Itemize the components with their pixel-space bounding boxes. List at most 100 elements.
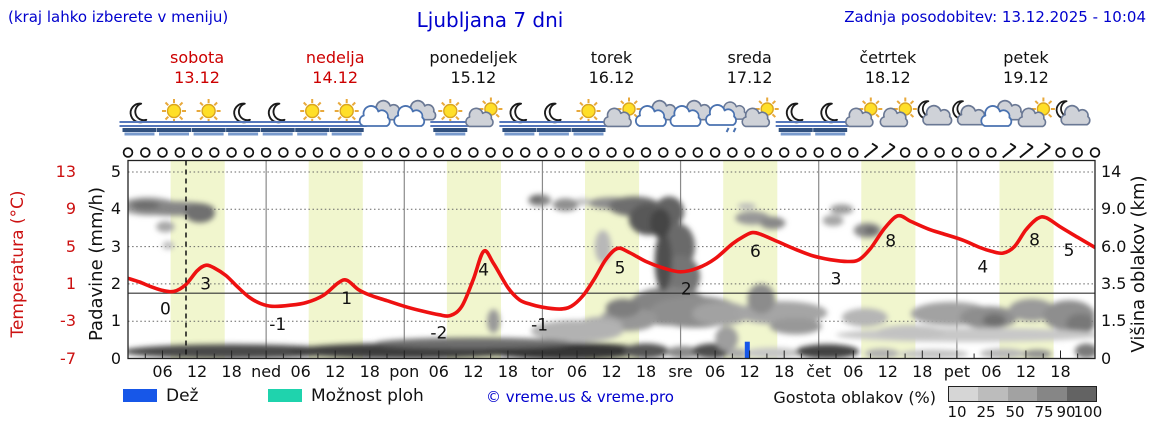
- x-hour-label: 12: [1015, 362, 1037, 381]
- weather-icon-moon-fog: [775, 102, 816, 136]
- weather-icon-sun-cloud: [1017, 97, 1055, 128]
- wind-calm-icon: [433, 147, 445, 158]
- wind-calm-icon: [260, 147, 272, 158]
- wind-calm-icon: [157, 147, 168, 158]
- wind-calm-icon: [934, 147, 945, 158]
- x-day-abbr-label: sre: [668, 362, 693, 381]
- density-gradient-segment: [1007, 387, 1038, 401]
- weather-icon-cloud: [634, 99, 679, 127]
- temperature-line: [128, 213, 1095, 318]
- rain-bar: [744, 341, 750, 359]
- wind-barb-icon: [1019, 142, 1034, 159]
- weather-icon-sun-cloud: [879, 97, 917, 128]
- temp-axis-title: Temperatura (°C): [8, 190, 28, 338]
- daylight-band: [723, 160, 778, 359]
- x-day-abbr-label: čet: [806, 362, 832, 381]
- weather-icon-sun-fog: [430, 99, 471, 136]
- wind-calm-icon: [329, 147, 341, 158]
- cloud-height-tick-label: 1.5: [1101, 311, 1127, 331]
- precip-axis-title: Padavine (mm/h): [86, 187, 107, 341]
- x-hour-label: 12: [601, 362, 622, 381]
- x-hour-label: 18: [221, 362, 242, 381]
- weather-icon-sun-fog: [292, 99, 333, 136]
- wind-calm-icon: [761, 147, 773, 158]
- cloud-height-tick-label: 9.0: [1101, 199, 1127, 219]
- weather-icon-moon-cloud: [952, 100, 987, 126]
- temperature-value-label: 4: [977, 258, 988, 278]
- temp-tick-label: -3: [60, 311, 76, 331]
- wind-calm-icon: [899, 147, 911, 158]
- weather-icon-moon-fog: [223, 102, 264, 136]
- wind-calm-icon: [537, 147, 548, 158]
- temperature-value-label: 5: [1064, 241, 1075, 261]
- wind-barb-icon: [863, 142, 879, 159]
- cloud-density-layer: [128, 194, 1095, 359]
- temp-tick-label: 9: [65, 199, 76, 219]
- wind-calm-icon: [347, 147, 358, 158]
- weather-icon-sun-cloud: [603, 97, 641, 128]
- weather-icon-sun-cloud: [741, 97, 779, 128]
- x-day-abbr-label: pet: [943, 362, 970, 381]
- temp-tick-label: 1: [65, 273, 76, 293]
- wind-calm-icon: [399, 147, 410, 158]
- wind-calm-icon: [709, 147, 721, 158]
- wind-barb-icon: [1002, 142, 1017, 159]
- weather-icon-sun-fog: [188, 99, 229, 136]
- wind-barb-icon: [1036, 142, 1051, 159]
- density-gradient-segment: [949, 387, 979, 401]
- temp-tick-label: 5: [65, 236, 76, 256]
- temperature-value-label: 2: [681, 280, 692, 300]
- temperature-value-label: 1: [341, 289, 352, 309]
- cloud-height-axis-title: Višina oblakov (km): [1128, 175, 1149, 353]
- day-header-name: četrtek: [859, 48, 917, 67]
- wind-calm-icon: [554, 147, 565, 158]
- x-hour-label: 18: [359, 362, 380, 381]
- wind-calm-icon: [1089, 147, 1101, 158]
- wind-calm-icon: [1072, 147, 1083, 158]
- weather-icon-sun-fog: [154, 99, 194, 136]
- density-tick-label: 50: [1005, 403, 1025, 421]
- x-hour-label: 06: [843, 362, 864, 381]
- wind-calm-icon: [278, 147, 289, 158]
- x-hour-label: 12: [325, 362, 346, 381]
- weather-icon-sun-cloud: [465, 97, 503, 128]
- location-menu-hint: (kraj lahko izberete v meniju): [8, 8, 229, 26]
- temperature-value-label: 3: [200, 274, 211, 294]
- weather-icon-moon-fog: [499, 102, 540, 136]
- wind-calm-icon: [571, 147, 583, 158]
- density-gradient-segment: [1066, 387, 1097, 401]
- density-tick-label: 90: [1056, 403, 1076, 421]
- temperature-value-label: 6: [750, 242, 761, 262]
- rain-legend-swatch: [123, 389, 157, 402]
- wind-calm-icon: [416, 147, 427, 158]
- day-header-date: 14.12: [312, 68, 359, 87]
- day-header-name: sreda: [727, 48, 772, 67]
- day-header-name: torek: [590, 48, 633, 67]
- x-hour-label: 12: [463, 362, 484, 381]
- day-header-date: 15.12: [450, 68, 497, 87]
- x-hour-label: 18: [497, 362, 519, 381]
- wind-calm-icon: [658, 147, 669, 158]
- precip-tick-label: 2: [110, 273, 121, 293]
- wind-calm-icon: [968, 147, 980, 158]
- wind-calm-icon: [640, 147, 652, 158]
- cloud-height-tick-label: 3.5: [1101, 273, 1127, 293]
- wind-calm-icon: [140, 147, 151, 158]
- weather-icon-moon-cloud: [1055, 100, 1091, 126]
- weather-icon-moon-cloud: [917, 100, 953, 126]
- density-gradient-segment: [978, 387, 1008, 401]
- x-hour-label: 12: [186, 362, 208, 381]
- precip-tick-label: 1: [110, 311, 121, 331]
- temperature-value-label: -1: [531, 316, 548, 336]
- weather-icon-cloud: [358, 99, 402, 127]
- showers-legend-label: Možnost ploh: [311, 386, 424, 406]
- wind-calm-icon: [468, 147, 479, 158]
- x-hour-label: 18: [773, 362, 795, 381]
- cloud-height-tick-label: 14: [1101, 162, 1122, 181]
- temperature-value-label: 4: [478, 260, 489, 280]
- temperature-value-label: -1: [269, 315, 286, 335]
- precip-tick-label: 3: [110, 236, 121, 256]
- temperature-value-label: 8: [1029, 230, 1040, 250]
- copyright-link[interactable]: © vreme.us & vreme.pro: [486, 388, 674, 406]
